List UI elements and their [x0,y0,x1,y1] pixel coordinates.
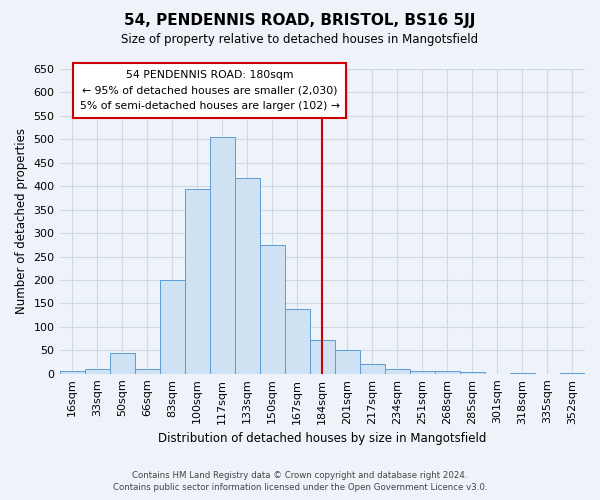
Bar [435,372,460,374]
Text: Contains HM Land Registry data © Crown copyright and database right 2024.
Contai: Contains HM Land Registry data © Crown c… [113,471,487,492]
Bar [260,245,285,374]
Bar [160,280,185,374]
Text: 54, PENDENNIS ROAD, BRISTOL, BS16 5JJ: 54, PENDENNIS ROAD, BRISTOL, BS16 5JJ [124,12,476,28]
Bar [360,364,385,374]
Bar [285,309,310,374]
Y-axis label: Number of detached properties: Number of detached properties [15,128,28,314]
Bar [460,372,485,374]
Bar [85,369,110,374]
Bar [134,369,160,374]
Bar [185,188,209,374]
Bar [410,370,435,374]
Bar [335,350,360,374]
Bar [59,372,85,374]
Bar [560,373,585,374]
Bar [310,340,335,374]
Bar [385,369,410,374]
Text: 54 PENDENNIS ROAD: 180sqm
← 95% of detached houses are smaller (2,030)
5% of sem: 54 PENDENNIS ROAD: 180sqm ← 95% of detac… [80,70,340,111]
Bar [235,178,260,374]
Text: Size of property relative to detached houses in Mangotsfield: Size of property relative to detached ho… [121,32,479,46]
Bar [510,373,535,374]
Bar [110,352,134,374]
Bar [209,137,235,374]
X-axis label: Distribution of detached houses by size in Mangotsfield: Distribution of detached houses by size … [158,432,487,445]
